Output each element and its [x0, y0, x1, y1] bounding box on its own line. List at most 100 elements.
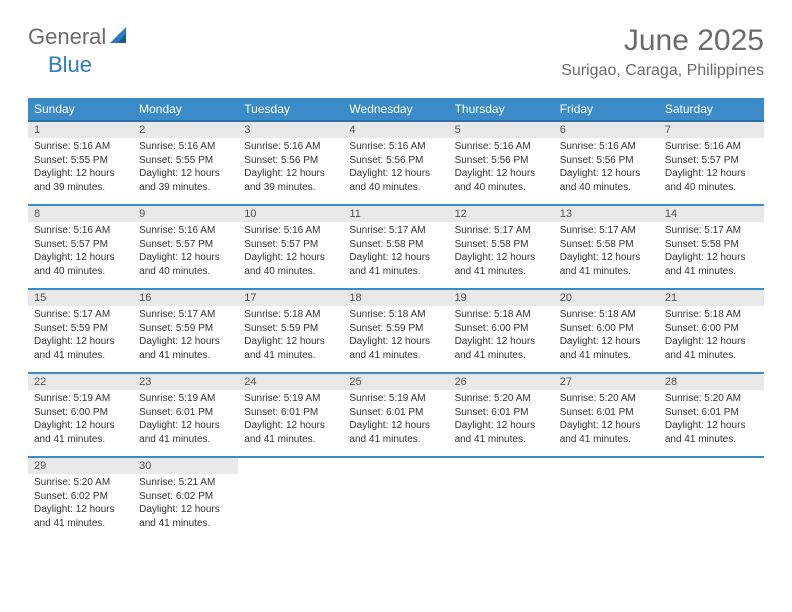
- calendar-week-row: 29Sunrise: 5:20 AMSunset: 6:02 PMDayligh…: [28, 457, 764, 541]
- day-number: 20: [554, 290, 659, 306]
- day-details: Sunrise: 5:19 AMSunset: 6:01 PMDaylight:…: [343, 390, 448, 450]
- day-number: 16: [133, 290, 238, 306]
- calendar-table: Sunday Monday Tuesday Wednesday Thursday…: [28, 98, 764, 541]
- logo-sail-icon: [110, 25, 132, 50]
- sunset-text: Sunset: 6:01 PM: [244, 406, 337, 420]
- sunrise-text: Sunrise: 5:20 AM: [560, 392, 653, 406]
- day-number: 23: [133, 374, 238, 390]
- daylight-text: Daylight: 12 hours and 41 minutes.: [244, 335, 337, 362]
- sunrise-text: Sunrise: 5:18 AM: [244, 308, 337, 322]
- sunset-text: Sunset: 5:57 PM: [244, 238, 337, 252]
- sunrise-text: Sunrise: 5:16 AM: [244, 140, 337, 154]
- calendar-day-cell: 7Sunrise: 5:16 AMSunset: 5:57 PMDaylight…: [659, 121, 764, 205]
- sunrise-text: Sunrise: 5:21 AM: [139, 476, 232, 490]
- calendar-day-cell: 25Sunrise: 5:19 AMSunset: 6:01 PMDayligh…: [343, 373, 448, 457]
- day-number: 11: [343, 206, 448, 222]
- daylight-text: Daylight: 12 hours and 40 minutes.: [560, 167, 653, 194]
- sunrise-text: Sunrise: 5:18 AM: [560, 308, 653, 322]
- calendar-day-cell: 20Sunrise: 5:18 AMSunset: 6:00 PMDayligh…: [554, 289, 659, 373]
- sunset-text: Sunset: 6:00 PM: [34, 406, 127, 420]
- day-number: 2: [133, 122, 238, 138]
- sunrise-text: Sunrise: 5:16 AM: [34, 140, 127, 154]
- day-number: 5: [449, 122, 554, 138]
- daylight-text: Daylight: 12 hours and 40 minutes.: [455, 167, 548, 194]
- daylight-text: Daylight: 12 hours and 41 minutes.: [560, 251, 653, 278]
- day-details: Sunrise: 5:19 AMSunset: 6:00 PMDaylight:…: [28, 390, 133, 450]
- day-details: Sunrise: 5:20 AMSunset: 6:02 PMDaylight:…: [28, 474, 133, 534]
- day-number: 24: [238, 374, 343, 390]
- day-details: Sunrise: 5:16 AMSunset: 5:55 PMDaylight:…: [28, 138, 133, 198]
- calendar-week-row: 15Sunrise: 5:17 AMSunset: 5:59 PMDayligh…: [28, 289, 764, 373]
- sunset-text: Sunset: 6:01 PM: [139, 406, 232, 420]
- calendar-week-row: 1Sunrise: 5:16 AMSunset: 5:55 PMDaylight…: [28, 121, 764, 205]
- daylight-text: Daylight: 12 hours and 41 minutes.: [349, 419, 442, 446]
- day-number: 19: [449, 290, 554, 306]
- day-number: 8: [28, 206, 133, 222]
- calendar-page: General June 2025 Surigao, Caraga, Phili…: [0, 0, 792, 565]
- calendar-day-cell: 12Sunrise: 5:17 AMSunset: 5:58 PMDayligh…: [449, 205, 554, 289]
- sunrise-text: Sunrise: 5:19 AM: [139, 392, 232, 406]
- day-details: Sunrise: 5:17 AMSunset: 5:59 PMDaylight:…: [28, 306, 133, 366]
- calendar-day-cell: 6Sunrise: 5:16 AMSunset: 5:56 PMDaylight…: [554, 121, 659, 205]
- calendar-day-cell: 29Sunrise: 5:20 AMSunset: 6:02 PMDayligh…: [28, 457, 133, 541]
- sunrise-text: Sunrise: 5:16 AM: [665, 140, 758, 154]
- sunset-text: Sunset: 5:55 PM: [34, 154, 127, 168]
- daylight-text: Daylight: 12 hours and 41 minutes.: [244, 419, 337, 446]
- day-details: Sunrise: 5:20 AMSunset: 6:01 PMDaylight:…: [659, 390, 764, 450]
- calendar-header-row: Sunday Monday Tuesday Wednesday Thursday…: [28, 98, 764, 121]
- day-details: Sunrise: 5:18 AMSunset: 5:59 PMDaylight:…: [343, 306, 448, 366]
- calendar-body: 1Sunrise: 5:16 AMSunset: 5:55 PMDaylight…: [28, 121, 764, 541]
- sunset-text: Sunset: 5:58 PM: [349, 238, 442, 252]
- daylight-text: Daylight: 12 hours and 41 minutes.: [139, 503, 232, 530]
- calendar-day-cell: [659, 457, 764, 541]
- calendar-day-cell: 1Sunrise: 5:16 AMSunset: 5:55 PMDaylight…: [28, 121, 133, 205]
- day-details: Sunrise: 5:20 AMSunset: 6:01 PMDaylight:…: [449, 390, 554, 450]
- calendar-day-cell: 8Sunrise: 5:16 AMSunset: 5:57 PMDaylight…: [28, 205, 133, 289]
- calendar-day-cell: [449, 457, 554, 541]
- calendar-day-cell: 2Sunrise: 5:16 AMSunset: 5:55 PMDaylight…: [133, 121, 238, 205]
- sunset-text: Sunset: 5:55 PM: [139, 154, 232, 168]
- calendar-day-cell: 15Sunrise: 5:17 AMSunset: 5:59 PMDayligh…: [28, 289, 133, 373]
- sunset-text: Sunset: 5:59 PM: [34, 322, 127, 336]
- sunset-text: Sunset: 6:00 PM: [455, 322, 548, 336]
- calendar-day-cell: [238, 457, 343, 541]
- calendar-day-cell: 22Sunrise: 5:19 AMSunset: 6:00 PMDayligh…: [28, 373, 133, 457]
- sunset-text: Sunset: 6:01 PM: [665, 406, 758, 420]
- calendar-day-cell: 28Sunrise: 5:20 AMSunset: 6:01 PMDayligh…: [659, 373, 764, 457]
- calendar-day-cell: 24Sunrise: 5:19 AMSunset: 6:01 PMDayligh…: [238, 373, 343, 457]
- day-details: Sunrise: 5:17 AMSunset: 5:59 PMDaylight:…: [133, 306, 238, 366]
- sunset-text: Sunset: 6:02 PM: [34, 490, 127, 504]
- calendar-day-cell: 26Sunrise: 5:20 AMSunset: 6:01 PMDayligh…: [449, 373, 554, 457]
- daylight-text: Daylight: 12 hours and 39 minutes.: [139, 167, 232, 194]
- weekday-header: Tuesday: [238, 98, 343, 121]
- daylight-text: Daylight: 12 hours and 41 minutes.: [34, 503, 127, 530]
- calendar-day-cell: 9Sunrise: 5:16 AMSunset: 5:57 PMDaylight…: [133, 205, 238, 289]
- calendar-day-cell: 30Sunrise: 5:21 AMSunset: 6:02 PMDayligh…: [133, 457, 238, 541]
- sunset-text: Sunset: 5:57 PM: [139, 238, 232, 252]
- day-number: 9: [133, 206, 238, 222]
- sunset-text: Sunset: 5:56 PM: [455, 154, 548, 168]
- sunset-text: Sunset: 5:58 PM: [665, 238, 758, 252]
- day-details: Sunrise: 5:16 AMSunset: 5:57 PMDaylight:…: [238, 222, 343, 282]
- day-details: Sunrise: 5:19 AMSunset: 6:01 PMDaylight:…: [238, 390, 343, 450]
- daylight-text: Daylight: 12 hours and 40 minutes.: [34, 251, 127, 278]
- sunrise-text: Sunrise: 5:16 AM: [560, 140, 653, 154]
- day-number: 4: [343, 122, 448, 138]
- weekday-header: Saturday: [659, 98, 764, 121]
- calendar-day-cell: 17Sunrise: 5:18 AMSunset: 5:59 PMDayligh…: [238, 289, 343, 373]
- sunrise-text: Sunrise: 5:20 AM: [455, 392, 548, 406]
- calendar-day-cell: 21Sunrise: 5:18 AMSunset: 6:00 PMDayligh…: [659, 289, 764, 373]
- sunset-text: Sunset: 6:01 PM: [455, 406, 548, 420]
- day-number: 13: [554, 206, 659, 222]
- sunset-text: Sunset: 5:59 PM: [139, 322, 232, 336]
- sunset-text: Sunset: 5:56 PM: [244, 154, 337, 168]
- weekday-header: Monday: [133, 98, 238, 121]
- weekday-header: Wednesday: [343, 98, 448, 121]
- logo: General: [28, 24, 134, 50]
- day-number: 29: [28, 458, 133, 474]
- day-details: Sunrise: 5:21 AMSunset: 6:02 PMDaylight:…: [133, 474, 238, 534]
- sunrise-text: Sunrise: 5:19 AM: [244, 392, 337, 406]
- sunrise-text: Sunrise: 5:17 AM: [455, 224, 548, 238]
- daylight-text: Daylight: 12 hours and 39 minutes.: [244, 167, 337, 194]
- location-label: Surigao, Caraga, Philippines: [561, 62, 764, 80]
